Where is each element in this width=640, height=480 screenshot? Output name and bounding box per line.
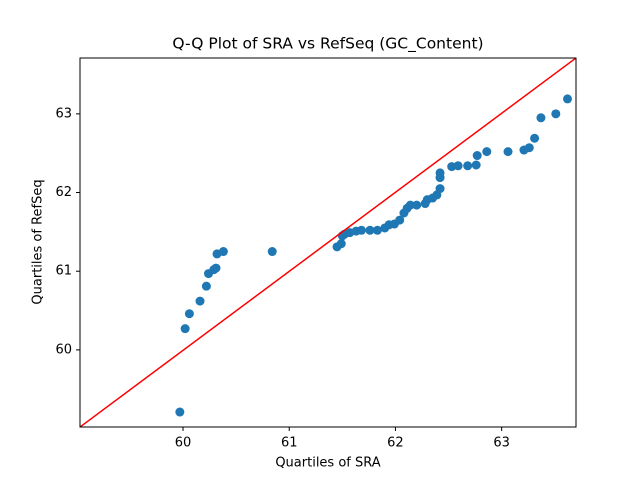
point — [175, 407, 185, 417]
point — [211, 263, 221, 273]
y-tick-label: 61 — [55, 264, 72, 279]
point — [482, 147, 492, 157]
chart-title: Q-Q Plot of SRA vs RefSeq (GC_Content) — [172, 35, 483, 54]
point — [267, 247, 277, 257]
point — [472, 151, 482, 161]
point — [195, 296, 205, 306]
point — [356, 225, 366, 235]
point — [435, 184, 445, 194]
x-tick-label: 62 — [387, 436, 404, 451]
reference-line — [80, 58, 576, 427]
point — [435, 168, 445, 178]
x-tick-label: 61 — [281, 436, 298, 451]
point — [551, 109, 561, 119]
point — [536, 113, 546, 123]
y-tick-label: 60 — [55, 342, 72, 357]
point — [218, 247, 228, 257]
point — [412, 200, 422, 210]
plot-frame — [79, 57, 577, 428]
point — [405, 200, 415, 210]
point — [180, 324, 190, 334]
point — [503, 147, 513, 157]
point — [201, 281, 211, 291]
y-tick-label: 62 — [55, 185, 72, 200]
point — [530, 133, 540, 143]
x-tick-label: 63 — [493, 436, 510, 451]
point — [471, 160, 481, 170]
point — [372, 225, 382, 235]
point — [524, 143, 534, 153]
x-axis-label: Quartiles of SRA — [275, 456, 380, 471]
point — [563, 94, 573, 104]
point — [365, 225, 375, 235]
point — [395, 215, 405, 225]
x-tick-label: 60 — [175, 436, 192, 451]
point — [453, 161, 463, 171]
point — [463, 161, 473, 171]
y-tick-label: 63 — [55, 106, 72, 121]
point — [184, 309, 194, 319]
y-axis-label: Quartiles of RefSeq — [31, 179, 46, 304]
point — [336, 239, 346, 249]
